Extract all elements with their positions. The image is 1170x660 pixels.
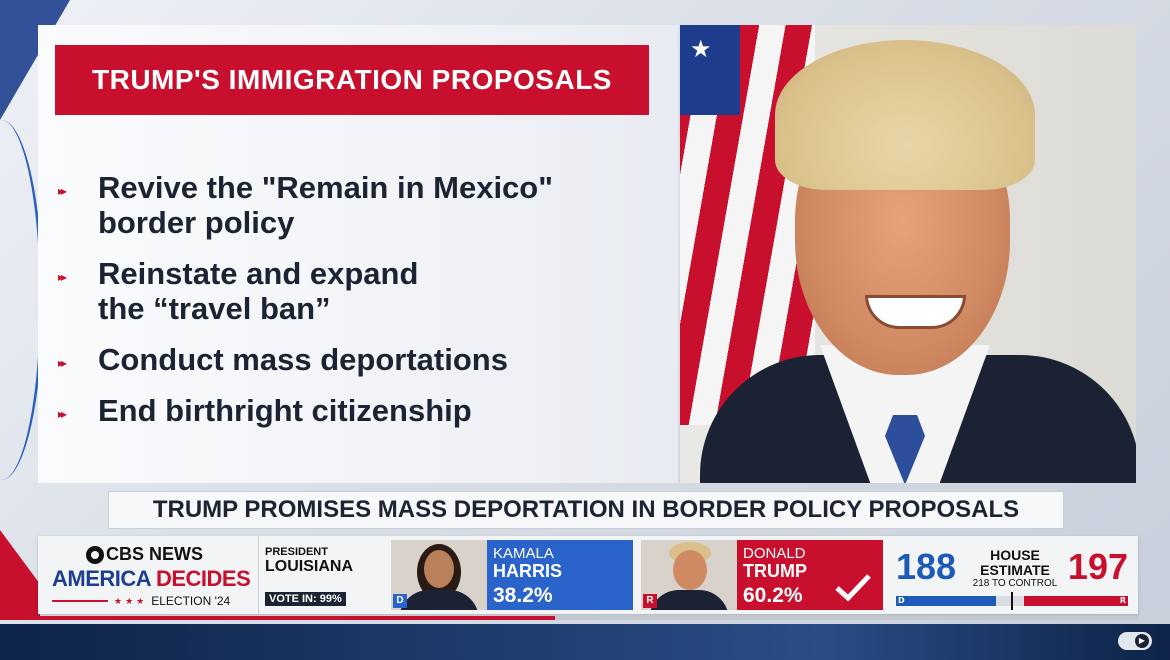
bullet-text: End birthright citizenship	[98, 393, 472, 428]
candidate-photo: D	[391, 540, 487, 610]
house-control-threshold: 218 TO CONTROL	[972, 578, 1058, 589]
network-name: CBS NEWS	[106, 544, 204, 564]
bullet-line: the “travel ban”	[98, 291, 331, 326]
background-flag-stripe-red	[0, 530, 40, 620]
bullet-line: Conduct mass deportations	[98, 342, 508, 377]
house-estimate: 188 HOUSE ESTIMATE 218 TO CONTROL 197 D …	[892, 540, 1132, 610]
progress-fill	[38, 616, 555, 620]
bullet-text: Revive the "Remain in Mexico" border pol…	[98, 170, 553, 240]
bullet-line: Reinstate and expand	[98, 256, 419, 291]
proposals-panel: TRUMP'S IMMIGRATION PROPOSALS ▸▸ Revive …	[38, 25, 678, 483]
list-item: ▸▸ Conduct mass deportations	[58, 342, 658, 377]
rep-seat-count: 197	[1067, 546, 1128, 587]
photo-body	[399, 590, 479, 610]
house-seat-bar: D R	[896, 592, 1128, 610]
candidate-result: KAMALA HARRIS 38.2%	[487, 540, 633, 610]
stars-icon: ★★★	[114, 595, 148, 606]
photo-face	[673, 550, 707, 590]
video-progress-bar[interactable]	[38, 616, 1138, 620]
list-item: ▸▸ End birthright citizenship	[58, 393, 658, 428]
candidate-first-name: DONALD	[743, 545, 806, 562]
list-item: ▸▸ Reinstate and expand the “travel ban”	[58, 256, 658, 326]
cbs-eye-icon	[86, 545, 104, 564]
photo-face	[424, 550, 454, 588]
bullet-line: border policy	[98, 205, 295, 240]
race-state: LOUISIANA	[265, 558, 353, 575]
double-arrow-icon: ▸▸	[58, 356, 67, 370]
candidate-last-name: HARRIS	[493, 561, 563, 581]
star-icon: ★	[690, 35, 712, 63]
picture-in-picture-toggle[interactable]: ▶	[1118, 632, 1152, 650]
candidate-result: DONALD TRUMP 60.2%	[737, 540, 883, 610]
vote-in-badge: VOTE IN: 99%	[265, 592, 346, 606]
dem-seat-count: 188	[896, 546, 957, 587]
election-year: ELECTION '24	[151, 594, 231, 608]
race-info: PRESIDENT LOUISIANA VOTE IN: 99%	[258, 536, 389, 614]
candidate-first-name: KAMALA	[493, 545, 554, 562]
network-branding: CBS NEWS AMERICA DECIDES ★★★ ELECTION '2…	[38, 536, 256, 614]
rep-seat-fill: R	[1023, 596, 1128, 606]
bullet-text: Conduct mass deportations	[98, 342, 508, 377]
portrait-image: ★	[680, 25, 1136, 483]
race-label: PRESIDENT	[265, 546, 328, 558]
results-ticker: CBS NEWS AMERICA DECIDES ★★★ ELECTION '2…	[38, 536, 1138, 614]
background-arc	[0, 120, 43, 480]
double-arrow-icon: ▸▸	[58, 270, 67, 284]
bottom-band	[0, 624, 1170, 660]
election-label: ★★★ ELECTION '24	[52, 594, 230, 608]
divider-line	[52, 600, 108, 602]
double-arrow-icon: ▸▸	[58, 184, 67, 198]
show-title-part1: AMERICA	[52, 566, 156, 591]
panel-title: TRUMP'S IMMIGRATION PROPOSALS	[55, 45, 649, 115]
winner-check-icon	[835, 574, 871, 602]
candidate-photo: R	[641, 540, 737, 610]
candidate-trump: R DONALD TRUMP 60.2%	[641, 540, 883, 610]
control-marker	[1011, 592, 1013, 610]
candidate-percent: 38.2%	[493, 584, 553, 607]
dem-label: D	[898, 596, 905, 605]
photo-body	[649, 590, 729, 610]
portrait-hair	[775, 40, 1035, 190]
cbs-news-logo: CBS NEWS	[86, 544, 203, 565]
show-title: AMERICA DECIDES	[52, 566, 251, 592]
dem-seat-fill: D	[896, 596, 996, 606]
house-title: HOUSE ESTIMATE	[980, 547, 1050, 578]
show-title-part2: DECIDES	[155, 566, 251, 591]
party-tag: D	[393, 594, 407, 608]
double-arrow-icon: ▸▸	[58, 407, 67, 421]
bullet-line: End birthright citizenship	[98, 393, 472, 428]
candidate-percent: 60.2%	[743, 584, 803, 607]
candidate-last-name: TRUMP	[743, 561, 807, 581]
bullet-line: Revive the "Remain in Mexico"	[98, 170, 553, 205]
rep-label: R	[1119, 596, 1126, 605]
candidate-harris: D KAMALA HARRIS 38.2%	[391, 540, 633, 610]
party-tag: R	[643, 594, 657, 608]
list-item: ▸▸ Revive the "Remain in Mexico" border …	[58, 170, 658, 240]
headline-bar: TRUMP PROMISES MASS DEPORTATION IN BORDE…	[108, 491, 1064, 529]
flag-canton: ★	[680, 25, 740, 115]
proposals-list: ▸▸ Revive the "Remain in Mexico" border …	[58, 170, 658, 444]
bullet-text: Reinstate and expand the “travel ban”	[98, 256, 418, 326]
play-icon: ▶	[1135, 634, 1149, 648]
